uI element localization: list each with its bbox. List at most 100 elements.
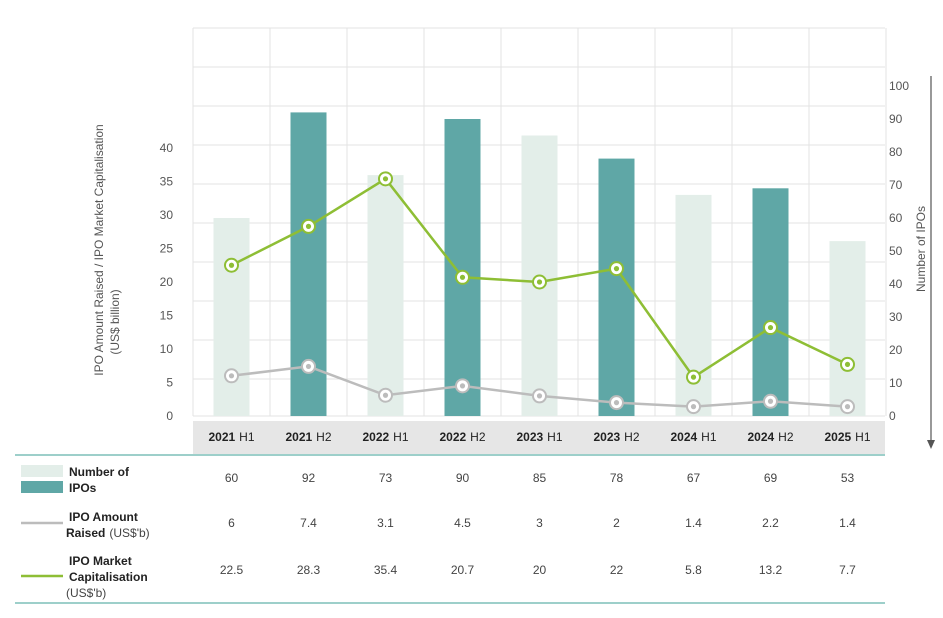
amount-raised-point-dot [459, 383, 466, 389]
bar-number-of-ipos [213, 218, 250, 416]
table-cell-cap: 7.7 [839, 563, 856, 577]
table-cell-ipos: 69 [764, 471, 778, 485]
left-axis-tick: 30 [160, 208, 174, 222]
right-axis-tick: 80 [889, 145, 903, 159]
left-axis-tick: 35 [160, 175, 174, 189]
category-half: H2 [470, 430, 486, 444]
category-label: 2021 H2 [285, 430, 331, 444]
category-year: 2021 [285, 430, 312, 444]
table-cell-ipos: 85 [533, 471, 547, 485]
category-label: 2021 H1 [208, 430, 254, 444]
category-label: 2023 H2 [593, 430, 639, 444]
left-axis-tick: 20 [160, 275, 174, 289]
amount-raised-point-dot [690, 404, 697, 410]
amount-raised-point-dot [305, 363, 312, 370]
market-cap-point-dot [613, 266, 620, 272]
category-label: 2022 H1 [362, 430, 408, 444]
category-half: H1 [855, 430, 871, 444]
category-header-band [193, 421, 885, 454]
bar-number-of-ipos [444, 119, 481, 416]
category-label: 2022 H2 [439, 430, 485, 444]
right-axis-tick: 70 [889, 178, 903, 192]
market-cap-point-dot [844, 361, 851, 368]
bar-number-of-ipos [752, 188, 789, 416]
right-axis-tick: 100 [889, 79, 909, 93]
bar-number-of-ipos [367, 175, 404, 416]
right-axis-tick: 20 [889, 343, 903, 357]
amount-raised-point-dot [844, 404, 851, 410]
category-year: 2025 [824, 430, 851, 444]
left-axis-tick: 0 [166, 409, 173, 423]
legend-label-cap-2: Capitalisation [69, 570, 148, 584]
table-cell-ipos: 53 [841, 471, 855, 485]
table-cell-amount: 2 [613, 516, 620, 530]
left-axis-tick: 5 [166, 376, 173, 390]
right-axis-tick: 0 [889, 409, 896, 423]
table-cell-cap: 22.5 [220, 563, 244, 577]
legend-label-amount-word: Raised [66, 526, 105, 540]
table-cell-cap: 20 [533, 563, 547, 577]
category-year: 2024 [747, 430, 774, 444]
market-cap-point-dot [536, 279, 543, 285]
market-cap-point-dot [382, 176, 389, 182]
category-year: 2023 [593, 430, 620, 444]
table-cell-amount: 7.4 [300, 516, 317, 530]
right-axis-tick: 60 [889, 211, 903, 225]
category-half: H1 [547, 430, 563, 444]
table-cell-ipos: 67 [687, 471, 701, 485]
legend-label-cap-unit: (US$'b) [66, 586, 106, 600]
legend-swatch-ipos-light [21, 465, 63, 477]
table-cell-amount: 3.1 [377, 516, 394, 530]
table-cell-cap: 35.4 [374, 563, 398, 577]
market-cap-point-dot [305, 223, 312, 229]
table-cell-ipos: 73 [379, 471, 393, 485]
category-label: 2023 H1 [516, 430, 562, 444]
category-half: H2 [316, 430, 332, 444]
table-cell-amount: 4.5 [454, 516, 471, 530]
table-cell-amount: 3 [536, 516, 543, 530]
market-cap-point-dot [690, 374, 697, 380]
left-axis-title: IPO Amount Raised / IPO Market Capitalis… [92, 124, 106, 375]
legend-label-amount-1: IPO Amount [69, 510, 138, 524]
amount-raised-point-dot [536, 393, 543, 399]
amount-raised-point-dot [228, 373, 235, 379]
table-cell-cap: 28.3 [297, 563, 321, 577]
legend-label-amount-unit: (US$'b) [109, 526, 149, 540]
legend-label-amount-2: Raised (US$'b) [66, 526, 150, 540]
legend-label-ipos-1: Number of [69, 465, 130, 479]
right-axis-title: Number of IPOs [914, 206, 928, 292]
right-axis-tick: 30 [889, 310, 903, 324]
table-cell-ipos: 60 [225, 471, 239, 485]
bar-number-of-ipos [829, 241, 866, 416]
right-axis-tick: 40 [889, 277, 903, 291]
table-cell-amount: 1.4 [685, 516, 702, 530]
category-half: H1 [701, 430, 717, 444]
category-half: H2 [624, 430, 640, 444]
category-label: 2025 H1 [824, 430, 870, 444]
right-axis-tick: 90 [889, 112, 903, 126]
left-axis-tick: 10 [160, 342, 174, 356]
category-half: H2 [778, 430, 794, 444]
amount-raised-point-dot [382, 392, 389, 398]
table-cell-cap: 22 [610, 563, 624, 577]
category-label: 2024 H2 [747, 430, 793, 444]
category-year: 2022 [439, 430, 466, 444]
table-cell-cap: 13.2 [759, 563, 783, 577]
market-cap-point-dot [459, 274, 466, 280]
left-axis-tick: 15 [160, 309, 174, 323]
category-half: H1 [393, 430, 409, 444]
legend-label-ipos-2: IPOs [69, 481, 97, 495]
right-axis-tick: 50 [889, 244, 903, 258]
table-cell-amount: 2.2 [762, 516, 779, 530]
market-cap-point-dot [767, 324, 774, 331]
amount-raised-point-dot [613, 400, 620, 406]
table-cell-ipos: 78 [610, 471, 624, 485]
category-year: 2023 [516, 430, 543, 444]
category-half: H1 [239, 430, 255, 444]
table-cell-amount: 6 [228, 516, 235, 530]
table-cell-ipos: 90 [456, 471, 470, 485]
table-cell-cap: 5.8 [685, 563, 702, 577]
left-axis-tick: 25 [160, 242, 174, 256]
table-cell-amount: 1.4 [839, 516, 856, 530]
